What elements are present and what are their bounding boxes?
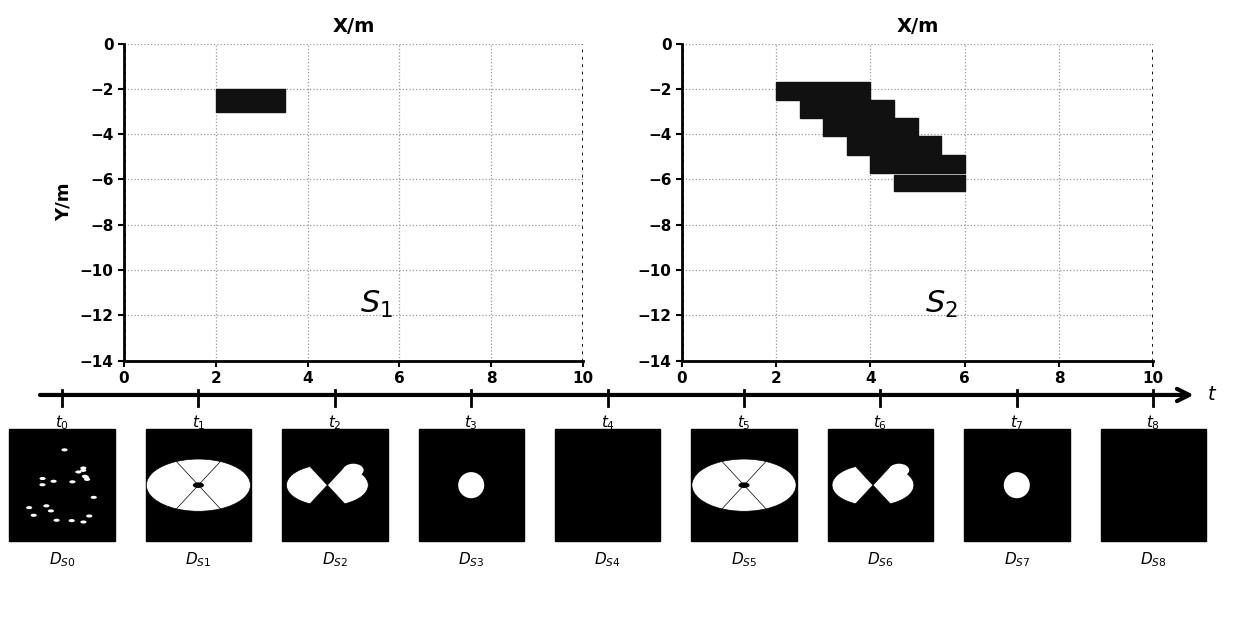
- Text: $t_{4}$: $t_{4}$: [600, 414, 615, 432]
- Text: $D_{S2}$: $D_{S2}$: [321, 550, 348, 569]
- Title: X/m: X/m: [897, 17, 939, 37]
- Text: $t_{6}$: $t_{6}$: [873, 414, 888, 432]
- Text: $D_{S3}$: $D_{S3}$: [458, 550, 485, 569]
- Text: $D_{S7}$: $D_{S7}$: [1003, 550, 1030, 569]
- Text: $t_{8}$: $t_{8}$: [1146, 414, 1161, 432]
- Text: $t_{0}$: $t_{0}$: [55, 414, 69, 432]
- Text: $t_{3}$: $t_{3}$: [464, 414, 479, 432]
- Bar: [870, 155, 965, 173]
- Text: $t$: $t$: [1207, 386, 1216, 404]
- Y-axis label: Y/m: Y/m: [55, 183, 73, 221]
- Text: $D_{S5}$: $D_{S5}$: [730, 550, 758, 569]
- Text: $D_{S0}$: $D_{S0}$: [48, 550, 76, 569]
- Bar: [216, 89, 284, 111]
- Text: $D_{S4}$: $D_{S4}$: [594, 550, 621, 569]
- Bar: [776, 82, 870, 100]
- Text: $D_{S1}$: $D_{S1}$: [185, 550, 212, 569]
- Bar: [823, 118, 918, 136]
- Title: X/m: X/m: [332, 17, 374, 37]
- Text: $t_{2}$: $t_{2}$: [327, 414, 342, 432]
- Bar: [894, 175, 965, 191]
- Text: $t_{5}$: $t_{5}$: [737, 414, 751, 432]
- Text: $D_{S8}$: $D_{S8}$: [1140, 550, 1167, 569]
- Bar: [800, 100, 894, 118]
- Text: $D_{S6}$: $D_{S6}$: [867, 550, 894, 569]
- Bar: [847, 136, 941, 155]
- Text: $t_{7}$: $t_{7}$: [1009, 414, 1024, 432]
- Text: $\mathit{S}_2$: $\mathit{S}_2$: [925, 289, 957, 320]
- Text: $\mathit{S}_1$: $\mathit{S}_1$: [360, 289, 393, 320]
- Text: $t_{1}$: $t_{1}$: [191, 414, 206, 432]
